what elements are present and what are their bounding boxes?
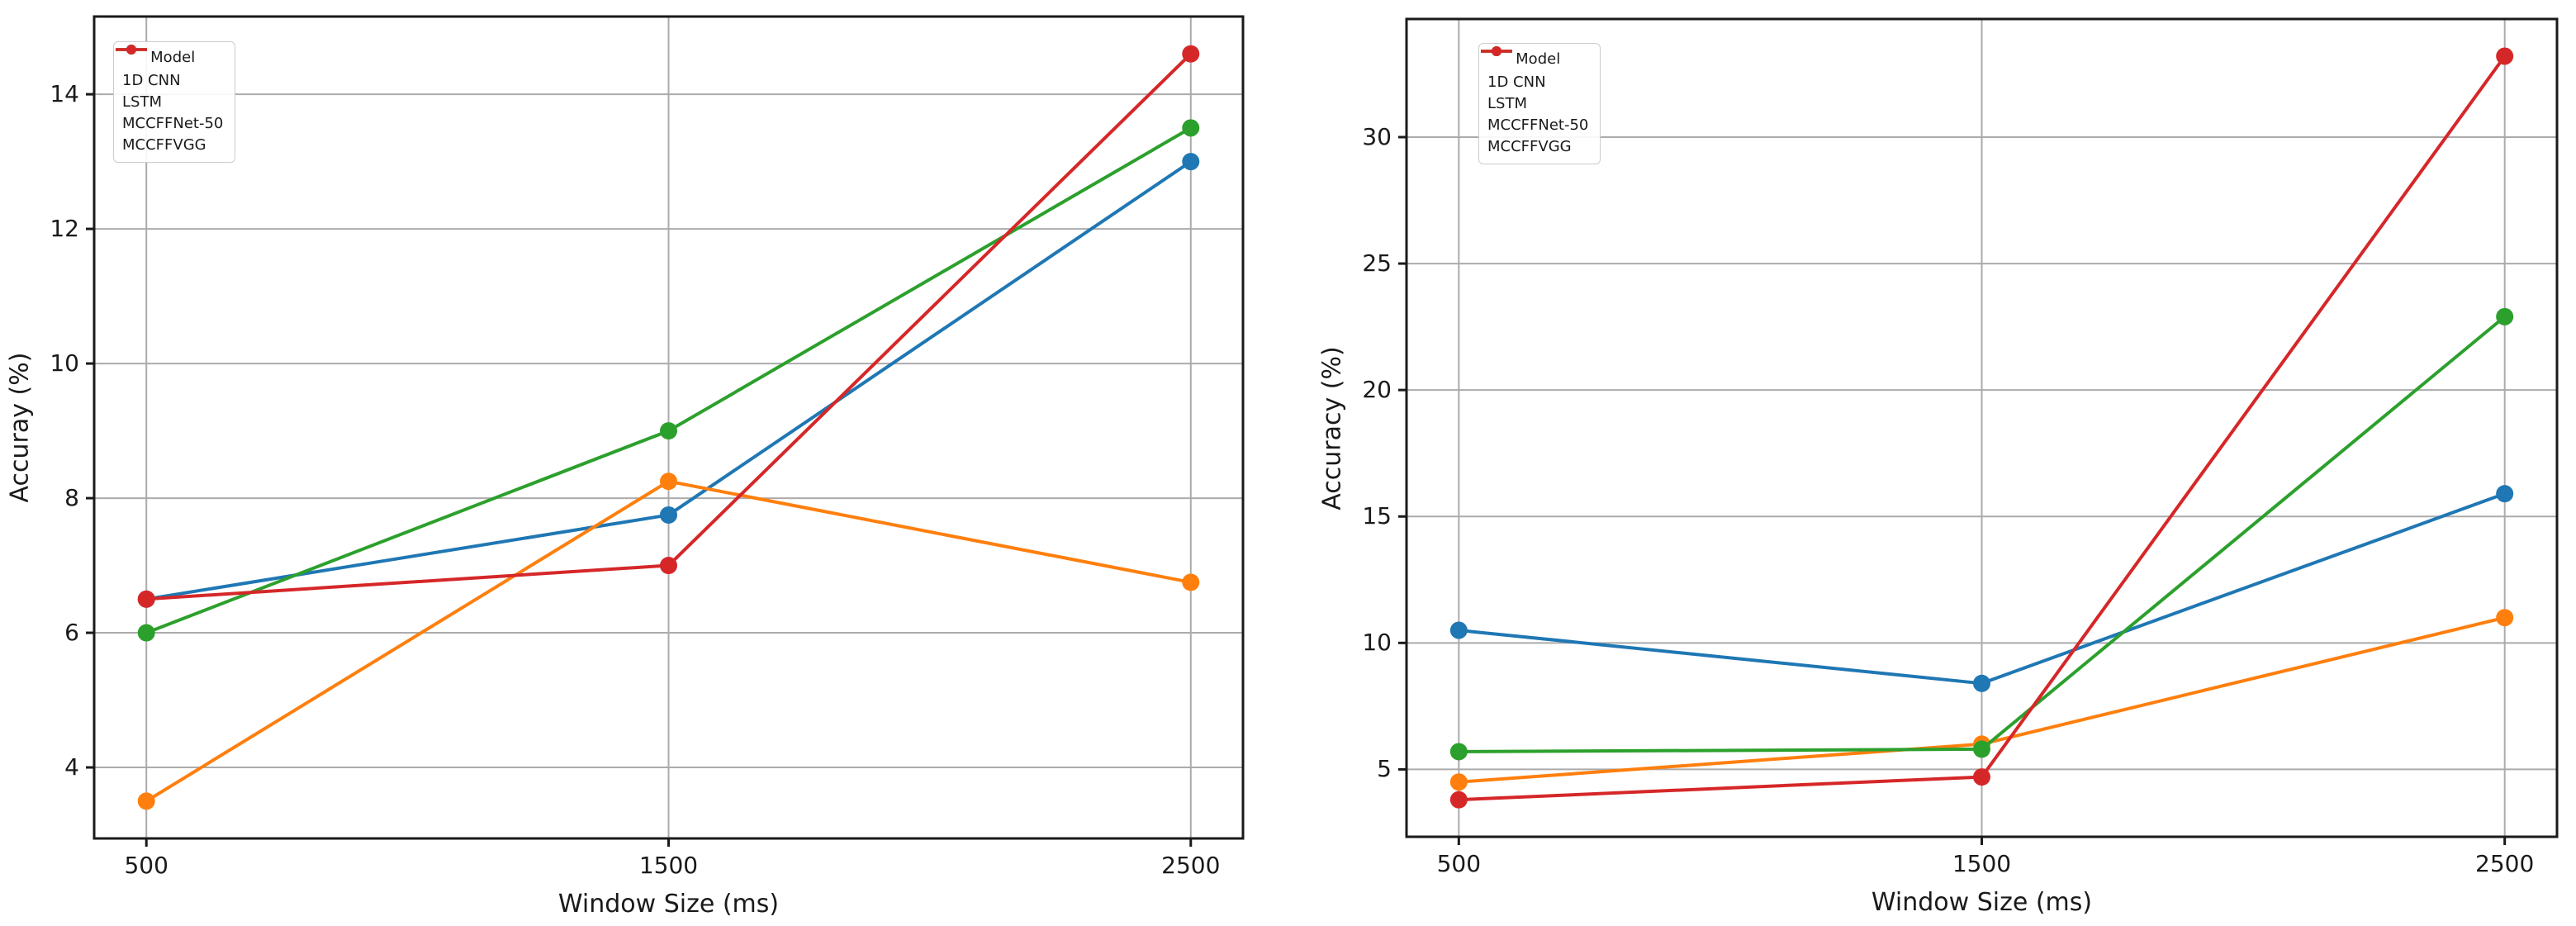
legend-label: MCCFFVGG	[122, 136, 206, 154]
data-point-lstm-1500	[1973, 735, 1990, 753]
series-line-mccffvgg	[145, 52, 1193, 601]
data-point-lstm-1500	[660, 472, 677, 491]
legend-dot	[1492, 46, 1501, 56]
y-axis-title-wrap: Accuracy (%)	[1314, 263, 1350, 593]
ytick-label: 5	[1377, 755, 1392, 783]
legend-marker-mccffvgg-icon	[116, 45, 147, 55]
data-point-mccffvgg-2500	[1182, 45, 1200, 63]
series-line-mccffnet-50	[1457, 315, 2507, 753]
legend: Model 1D CNN LSTM MCCFFNet-50 MCCFFVGG	[113, 41, 236, 163]
legend-item-1d-cnn: 1D CNN	[116, 45, 223, 89]
data-point-mccffvgg-1500	[1973, 768, 1990, 786]
legend-dot	[1492, 46, 1501, 56]
series-line-lstm	[145, 479, 1193, 803]
ytick-label: 10	[1362, 629, 1392, 657]
y-axis-title-wrap: Accuray (%)	[2, 263, 38, 593]
legend-marker-mccffnet-50-icon	[1481, 46, 1512, 56]
legend-label: 1D CNN	[1487, 74, 1546, 91]
data-point-lstm-2500	[2496, 609, 2514, 627]
x-axis-title: Window Size (ms)	[1871, 888, 2093, 917]
legend-dot	[126, 45, 136, 55]
legend-item-1d-cnn: 1D CNN	[1481, 46, 1588, 91]
legend: Model 1D CNN LSTM MCCFFNet-50 MCCFFVGG	[1478, 43, 1601, 164]
series-line-mccffnet-50	[145, 126, 1193, 635]
ytick-label: 30	[1362, 122, 1392, 150]
data-point-mccffvgg-1500	[660, 557, 677, 575]
legend-item-mccffnet-50: MCCFFNet-50	[116, 45, 224, 132]
data-point-mccffnet-50-1500	[660, 422, 677, 440]
y-axis-title: Accuracy (%)	[1317, 345, 1347, 510]
ytick-label: 10	[50, 349, 79, 378]
data-point-mccffvgg-2500	[2496, 47, 2514, 65]
data-point-lstm-500	[137, 792, 155, 810]
ytick-label: 4	[64, 753, 79, 781]
ytick-label: 6	[64, 619, 79, 647]
xtick-label: 2500	[2475, 850, 2535, 877]
series-line-lstm	[1457, 615, 2507, 784]
x-axis-title: Window Size (ms)	[557, 890, 780, 919]
legend-marker-mccffvgg-icon	[1481, 46, 1512, 56]
xtick-label: 500	[1436, 850, 1482, 877]
data-point-mccffvgg-500	[137, 590, 155, 608]
data-point-mccffnet-50-2500	[1182, 119, 1200, 137]
legend-dot	[1492, 46, 1501, 56]
legend-label: LSTM	[122, 93, 162, 111]
y-axis-title: Accuray (%)	[5, 352, 35, 503]
ytick-label: 15	[1362, 502, 1392, 530]
series-line-mccffvgg	[1457, 55, 2507, 802]
data-point-lstm-2500	[1182, 573, 1200, 591]
data-point-mccffnet-50-1500	[1973, 740, 1990, 758]
legend-item-lstm: LSTM	[1481, 46, 1588, 112]
legend-dot	[126, 45, 136, 55]
data-point-1d-cnn-1500	[1973, 674, 1990, 692]
axes-spines	[1405, 17, 2559, 838]
legend-item-mccffvgg: MCCFFVGG	[116, 45, 223, 154]
ytick-label: 12	[50, 215, 79, 243]
legend-label: MCCFFNet-50	[122, 115, 224, 132]
data-point-mccffvgg-500	[1449, 791, 1468, 809]
series-line-1d-cnn	[145, 159, 1193, 601]
data-point-1d-cnn-1500	[660, 506, 677, 524]
xtick-label: 1500	[1952, 850, 2012, 877]
legend-marker-lstm-icon	[1481, 46, 1512, 56]
xtick-label: 500	[124, 852, 168, 879]
data-point-mccffnet-50-500	[137, 624, 155, 642]
ytick-label: 14	[50, 80, 79, 108]
legend-item-lstm: LSTM	[116, 45, 223, 111]
data-point-mccffnet-50-500	[1449, 743, 1468, 761]
legend-item-mccffvgg: MCCFFVGG	[1481, 46, 1588, 155]
xtick-label: 2500	[1161, 852, 1221, 879]
legend-title: Model	[1516, 50, 1561, 68]
ytick-label: 25	[1362, 249, 1392, 278]
legend-label: LSTM	[1487, 95, 1527, 112]
data-point-1d-cnn-500	[137, 590, 155, 608]
legend-label: MCCFFVGG	[1487, 138, 1572, 155]
data-point-1d-cnn-500	[1449, 621, 1468, 639]
ytick-label: 20	[1362, 376, 1392, 404]
data-point-lstm-500	[1449, 773, 1468, 791]
legend-marker-mccffnet-50-icon	[116, 45, 147, 55]
axes-spines	[93, 15, 1245, 840]
legend-marker-lstm-icon	[116, 45, 147, 55]
data-point-1d-cnn-2500	[2496, 485, 2514, 503]
legend-dot	[126, 45, 136, 55]
legend-title: Model	[150, 49, 196, 66]
legend-dot	[126, 45, 136, 55]
data-point-mccffnet-50-2500	[2496, 307, 2514, 325]
legend-item-mccffnet-50: MCCFFNet-50	[1481, 46, 1589, 134]
legend-label: 1D CNN	[122, 72, 181, 89]
ytick-label: 8	[64, 484, 79, 512]
xtick-label: 1500	[638, 852, 699, 879]
series-line-1d-cnn	[1457, 491, 2507, 686]
legend-dot	[1492, 46, 1501, 56]
data-point-1d-cnn-2500	[1182, 153, 1200, 171]
legend-marker-1d-cnn-icon	[1481, 46, 1512, 56]
legend-marker-1d-cnn-icon	[116, 45, 147, 55]
legend-label: MCCFFNet-50	[1487, 116, 1589, 134]
